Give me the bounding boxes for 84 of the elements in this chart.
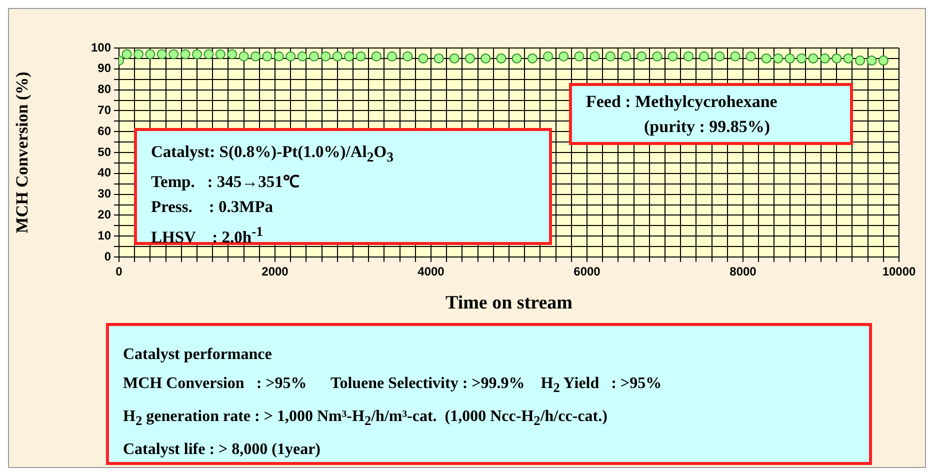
annotation: Temp. : 345→351℃ xyxy=(151,171,300,194)
point xyxy=(134,49,144,60)
text-box: Catalyst performance MCH Conversion : >95% Toluene Selectivity : >99.9% H$_{2}$ Yield : >95% H$_{2}$ generation rate : > 1,000 Nm³-H$_{2}$/h/m³-cat. (1,000 Ncc-H$_{2}$/h/cc-cat.) Catalyst life : > 8,000 (1year) xyxy=(106,323,872,465)
point xyxy=(274,51,284,62)
x-tick-label: 6000 xyxy=(574,264,601,279)
point xyxy=(773,53,784,64)
point xyxy=(761,53,772,64)
point xyxy=(402,51,413,62)
y-tick-label: 0 xyxy=(104,249,112,264)
point xyxy=(465,53,475,64)
text-box: Feed : Methylcycrohexane (purity : 99.85%) xyxy=(569,83,853,145)
point xyxy=(843,53,854,64)
point xyxy=(605,51,616,62)
point xyxy=(297,51,308,62)
point xyxy=(356,51,366,62)
y-tick-label: 40 xyxy=(98,166,112,180)
point xyxy=(434,53,444,64)
point xyxy=(204,49,214,60)
y-tick-label: 80 xyxy=(98,82,112,96)
point xyxy=(250,51,260,62)
point xyxy=(332,51,342,62)
point xyxy=(449,53,460,64)
y-tick-label: 50 xyxy=(98,144,112,159)
point xyxy=(796,53,806,64)
point xyxy=(636,51,647,62)
point xyxy=(371,51,382,62)
point xyxy=(122,49,132,60)
point xyxy=(621,51,631,62)
point xyxy=(496,53,506,64)
point xyxy=(180,49,190,60)
y-tick-label: 60 xyxy=(98,124,112,138)
point xyxy=(156,49,167,60)
point xyxy=(730,51,740,62)
annotation: Feed : Methylcycrohexane xyxy=(586,91,778,113)
point xyxy=(866,56,877,66)
point xyxy=(652,51,662,62)
point xyxy=(683,51,694,62)
y-tick-label: 30 xyxy=(98,186,112,201)
point xyxy=(699,51,709,62)
point xyxy=(820,53,830,64)
point xyxy=(714,51,725,62)
point xyxy=(746,51,756,62)
point xyxy=(227,49,238,60)
y-tick-label: 10 xyxy=(98,228,112,242)
point xyxy=(192,49,202,60)
annotation: Catalyst: S(0.8%)-Pt(1.0%)/Al$_{2}$O$_{3}$ xyxy=(151,141,394,166)
x-tick-label: 10000 xyxy=(882,264,916,279)
point xyxy=(387,51,397,62)
point xyxy=(574,51,584,62)
annotation: LHSV : 2.0h$^{-1}$ xyxy=(151,223,264,249)
point xyxy=(543,51,553,62)
point xyxy=(878,56,888,66)
point xyxy=(784,53,795,64)
y-tick-label: 90 xyxy=(98,61,112,76)
y-axis-title: MCH Conversion (%) xyxy=(12,72,32,234)
x-tick-label: 8000 xyxy=(730,264,757,279)
point xyxy=(808,53,818,64)
x-axis-title: Time on stream xyxy=(445,292,573,314)
annotation: (purity : 99.85%) xyxy=(643,116,772,138)
point xyxy=(168,49,179,60)
point xyxy=(668,51,678,62)
point xyxy=(418,53,428,64)
y-tick-label: 100 xyxy=(90,40,112,54)
point xyxy=(832,53,842,64)
point xyxy=(480,53,491,64)
point xyxy=(262,51,272,62)
x-tick-label: 0 xyxy=(116,264,123,279)
point xyxy=(590,51,600,62)
point xyxy=(527,53,538,64)
point xyxy=(320,51,331,62)
x-tick-label: 2000 xyxy=(262,264,289,279)
point xyxy=(238,51,249,62)
point xyxy=(558,51,569,62)
y-tick-label: 20 xyxy=(98,208,112,222)
annotation: Press. : 0.3MPa xyxy=(151,196,274,218)
point xyxy=(344,51,354,62)
point xyxy=(512,53,522,64)
y-tick-label: 70 xyxy=(98,103,112,118)
point xyxy=(855,56,865,66)
point xyxy=(309,51,319,62)
point xyxy=(286,51,296,62)
x-tick-label: 4000 xyxy=(418,264,445,279)
point xyxy=(145,49,156,60)
point xyxy=(215,49,226,60)
